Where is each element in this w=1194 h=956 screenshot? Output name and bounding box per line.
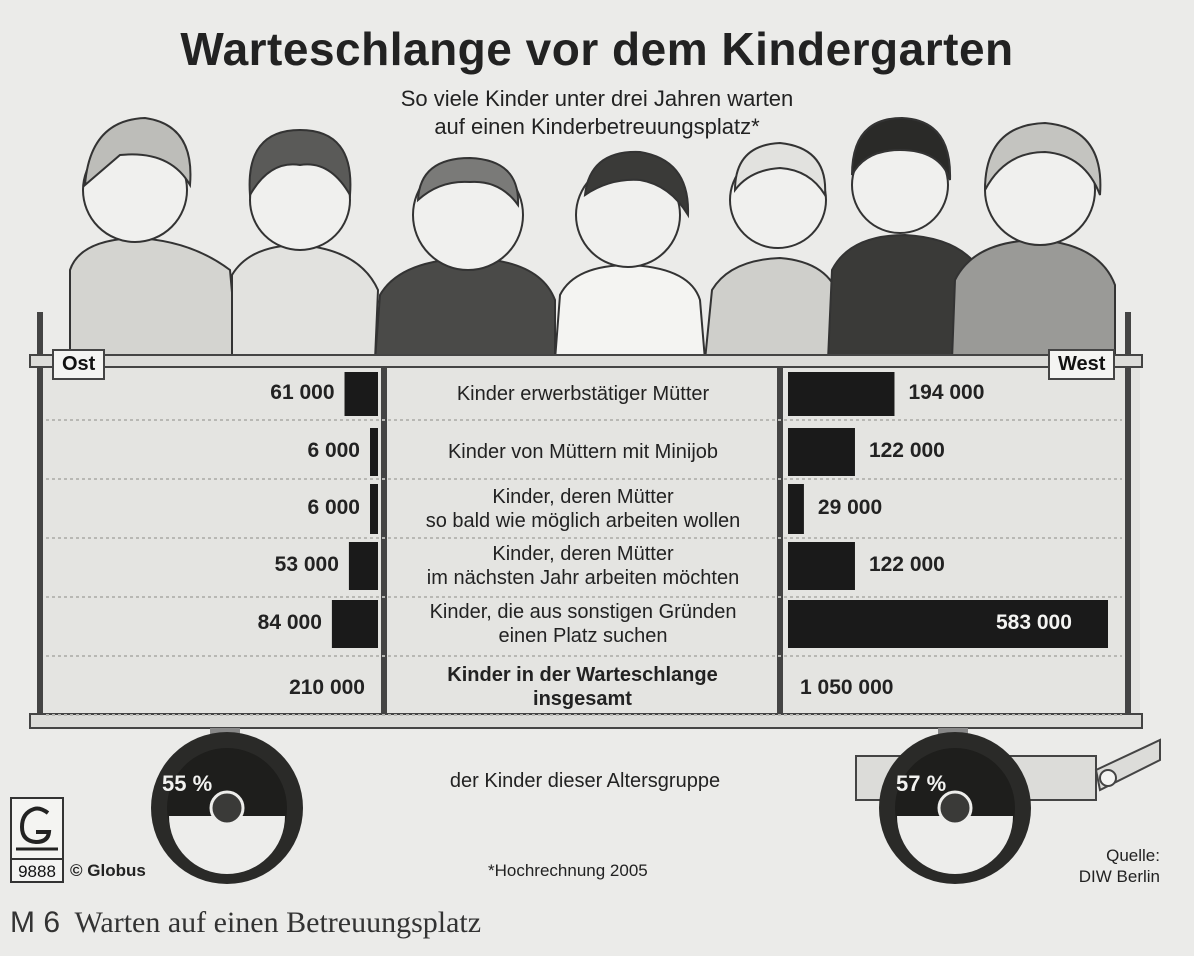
child-figure-6 — [826, 116, 982, 361]
source: Quelle: DIW Berlin — [1040, 845, 1160, 887]
west-bar-1 — [788, 372, 895, 416]
chart-subtitle-line1: So viele Kinder unter drei Jahren warten — [400, 86, 794, 111]
category-label-1-line-1: Kinder erwerbstätiger Mütter — [456, 383, 710, 405]
total-label-line1: Kinder in der Warteschlange — [447, 664, 718, 686]
chart-subtitle-line2: auf einen Kinderbetreuungsplatz* — [434, 114, 760, 139]
ost-bar-3 — [370, 484, 378, 534]
total-label: Kinder in der Warteschlange insgesamt — [395, 663, 770, 711]
ost-bar-1 — [344, 372, 378, 416]
globus-g-icon — [16, 806, 58, 851]
west-tag: West — [1048, 349, 1116, 380]
category-label-3-line-1: Kinder, deren Mütter — [492, 486, 674, 508]
footnote: *Hochrechnung 2005 — [488, 861, 648, 880]
figure-caption: M 6 Warten auf einen Betreuungsplatz — [10, 906, 481, 940]
ost-tag: Ost — [52, 349, 106, 380]
ost-bar-4 — [348, 542, 378, 590]
child-figure-2 — [231, 128, 380, 361]
category-label-5: Kinder, die aus sonstigen Gründen einen P… — [392, 600, 774, 648]
west-bar-5 — [788, 600, 1108, 648]
west-value-label-3: 29 000 — [817, 496, 883, 519]
category-label-4-line-2: im nächsten Jahr arbeiten möchten — [426, 567, 740, 589]
ost-wheel-remaining — [169, 816, 285, 874]
share-ost-label: 55 % — [162, 771, 213, 796]
west-wheel-hub — [937, 790, 973, 826]
share-west-label: 57 % — [896, 771, 947, 796]
west-value-label-1: 194 000 — [908, 381, 985, 404]
globus-credit: © Globus — [70, 861, 146, 880]
chart-title: Warteschlange vor dem Kindergarten — [180, 23, 1014, 75]
ost-value-label-2: 6 000 — [307, 439, 360, 462]
category-label-5-line-1: Kinder, die aus sonstigen Gründen — [429, 601, 737, 623]
source-line2: DIW Berlin — [1078, 867, 1160, 886]
ost-bar-5 — [331, 600, 378, 648]
west-wheel-remaining — [897, 816, 1013, 874]
category-label-4: Kinder, deren Mütter im nächsten Jahr arb… — [392, 542, 774, 590]
west-value-label-2: 122 000 — [868, 439, 945, 462]
caption-number: M 6 — [10, 906, 61, 939]
total-ost-value: 210 000 — [289, 676, 365, 699]
cart-handle-ring — [1099, 769, 1117, 787]
west-value-label-5: 583 000 — [996, 611, 1072, 634]
west-value-label-4: 122 000 — [868, 553, 945, 576]
child-figure-1 — [69, 116, 240, 361]
child-figure-4 — [553, 150, 707, 361]
caption-text: Warten auf einen Betreuungsplatz — [74, 906, 482, 939]
category-label-2: Kinder von Müttern mit Minijob — [392, 440, 774, 464]
category-label-3-line-2: so bald wie möglich arbeiten wollen — [425, 510, 741, 532]
ost-value-label-1: 61 000 — [270, 381, 335, 404]
child-figure-5 — [703, 141, 842, 361]
ost-value-label-4: 53 000 — [274, 553, 339, 576]
child-figure-3 — [373, 156, 556, 361]
globus-logo-number: 9888 — [12, 858, 62, 884]
category-label-4-line-1: Kinder, deren Mütter — [492, 543, 674, 565]
west-bar-4 — [788, 542, 855, 590]
category-label-2-line-1: Kinder von Müttern mit Minijob — [447, 441, 719, 463]
category-label-1: Kinder erwerbstätiger Mütter — [392, 382, 774, 406]
west-bar-2 — [788, 428, 855, 476]
share-caption: der Kinder dieser Altersgruppe — [449, 770, 721, 792]
cart-top-rail — [29, 354, 1143, 368]
globus-logo: 9888 — [10, 797, 64, 883]
child-figure-7 — [950, 121, 1116, 361]
category-label-5-line-2: einen Platz suchen — [498, 625, 668, 647]
total-west-value: 1 050 000 — [800, 676, 894, 699]
ost-value-label-5: 84 000 — [257, 611, 322, 634]
ost-wheel-hub — [209, 790, 245, 826]
total-label-line2: insgesamt — [533, 688, 632, 710]
children-illustration — [69, 116, 1116, 361]
ost-value-label-3: 6 000 — [307, 496, 360, 519]
ost-bar-2 — [370, 428, 378, 476]
category-label-3: Kinder, deren Mütter so bald wie möglich … — [392, 485, 774, 533]
cart-panel — [40, 362, 1140, 714]
source-line1: Quelle: — [1106, 846, 1160, 865]
west-bar-3 — [788, 484, 804, 534]
